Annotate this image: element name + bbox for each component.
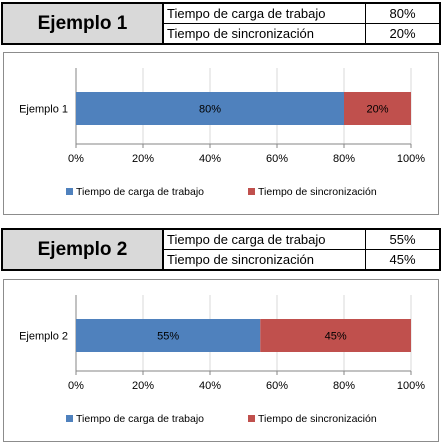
chart-svg: 0% 20% 40% 60% 80% 100% Ejemplo 2 55% 45% Tiempo … (4, 280, 440, 443)
legend-label: Tiempo de carga de trabajo (76, 186, 204, 198)
row-value: 55% (366, 230, 439, 249)
example-2-table: Ejemplo 2 Tiempo de carga de trabajo 55%… (1, 228, 441, 271)
row-label: Tiempo de sincronización (164, 250, 366, 269)
x-tick-label: 40% (199, 153, 221, 165)
legend-label: Tiempo de carga de trabajo (76, 413, 204, 425)
legend-swatch (66, 188, 73, 195)
example-1-table: Ejemplo 1 Tiempo de carga de trabajo 80%… (1, 2, 441, 45)
data-label: 80% (199, 104, 221, 116)
table-row: Tiempo de sincronización 20% (164, 23, 439, 43)
data-label: 20% (366, 104, 388, 116)
table-row: Tiempo de carga de trabajo 55% (164, 230, 439, 249)
x-tick-label: 60% (266, 153, 288, 165)
x-tick-label: 20% (132, 380, 154, 392)
category-label: Ejemplo 2 (19, 331, 68, 343)
table-row: Tiempo de carga de trabajo 80% (164, 4, 439, 23)
data-label: 55% (157, 331, 179, 343)
data-label: 45% (325, 331, 347, 343)
row-value: 20% (366, 24, 439, 43)
example-2-chart: 0% 20% 40% 60% 80% 100% Ejemplo 2 55% 45% Tiempo … (3, 279, 439, 442)
example-1-title: Ejemplo 1 (3, 4, 164, 43)
table-row: Tiempo de sincronización 45% (164, 249, 439, 269)
category-label: Ejemplo 1 (19, 104, 68, 116)
row-value: 45% (366, 250, 439, 269)
x-tick-label: 20% (132, 153, 154, 165)
legend-label: Tiempo de sincronización (258, 186, 377, 198)
legend-swatch (248, 188, 255, 195)
example-2-title: Ejemplo 2 (3, 230, 164, 269)
row-label: Tiempo de sincronización (164, 24, 366, 43)
x-tick-label: 60% (266, 380, 288, 392)
legend-swatch (66, 415, 73, 422)
x-tick-label: 100% (397, 153, 425, 165)
x-tick-label: 80% (333, 380, 355, 392)
chart-svg: 0% 20% 40% 60% 80% 100% Ejemplo 1 80% 20% Tiempo … (4, 53, 440, 216)
x-tick-label: 100% (397, 380, 425, 392)
x-tick-label: 80% (333, 153, 355, 165)
x-tick-label: 0% (68, 153, 84, 165)
example-1-chart: 0% 20% 40% 60% 80% 100% Ejemplo 1 80% 20% Tiempo … (3, 52, 439, 215)
legend-swatch (248, 415, 255, 422)
row-label: Tiempo de carga de trabajo (164, 4, 366, 23)
legend-label: Tiempo de sincronización (258, 413, 377, 425)
x-tick-label: 40% (199, 380, 221, 392)
x-tick-label: 0% (68, 380, 84, 392)
row-label: Tiempo de carga de trabajo (164, 230, 366, 249)
row-value: 80% (366, 4, 439, 23)
